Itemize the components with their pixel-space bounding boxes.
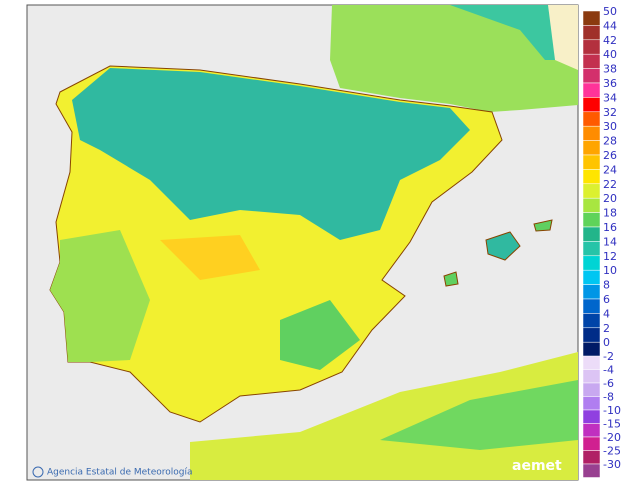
legend-label: 24	[603, 163, 617, 176]
north-cool-region	[72, 68, 470, 240]
legend-swatch	[582, 241, 601, 257]
france	[330, 5, 578, 112]
legend-swatch	[582, 82, 601, 98]
legend-swatch	[582, 450, 601, 465]
legend-label: 50	[603, 5, 617, 18]
legend-label: 36	[603, 77, 617, 90]
credit: Agencia Estatal de Meteorología	[47, 468, 193, 478]
legend-swatch	[582, 313, 601, 329]
legend-label: 16	[603, 221, 617, 234]
credit-icon	[32, 466, 44, 478]
legend-swatch	[582, 111, 601, 127]
legend-label: -25	[603, 445, 621, 458]
legend-label: 38	[603, 63, 617, 76]
legend-swatch	[582, 154, 601, 170]
warm-patch	[160, 235, 260, 280]
legend-label: -20	[603, 431, 621, 444]
legend-label: 28	[603, 135, 617, 148]
legend-swatch	[582, 140, 601, 156]
mallorca	[485, 231, 521, 261]
legend-swatch	[582, 436, 601, 451]
legend-label: 40	[603, 48, 617, 61]
legend-swatch	[582, 355, 601, 370]
legend-label: -8	[603, 391, 614, 404]
legend-swatch	[582, 284, 601, 300]
legend-swatch	[582, 10, 601, 26]
legend-label: 32	[603, 106, 617, 119]
legend-swatch	[582, 463, 601, 478]
legend-label: -6	[603, 377, 614, 390]
legend-label: 22	[603, 178, 617, 191]
south-cool-patch	[280, 300, 360, 370]
legend-swatch	[582, 327, 601, 343]
legend-swatch	[582, 53, 601, 69]
africa-cool	[380, 380, 578, 450]
legend-swatch	[582, 183, 601, 199]
legend-label: 42	[603, 34, 617, 47]
legend-swatch	[582, 39, 601, 55]
legend-label: 14	[603, 235, 617, 248]
legend-swatch	[582, 409, 601, 424]
logo: aemet	[512, 458, 562, 474]
legend: 5044424038363432302826242220181614121086…	[582, 5, 621, 478]
legend-label: 20	[603, 192, 617, 205]
legend-label: 18	[603, 207, 617, 220]
legend-label: -30	[603, 458, 621, 471]
legend-swatch	[582, 197, 601, 213]
legend-label: -2	[603, 350, 614, 363]
legend-swatch	[582, 125, 601, 141]
legend-label: 26	[603, 149, 617, 162]
legend-label: 6	[603, 293, 610, 306]
legend-swatch	[582, 226, 601, 242]
legend-label: -15	[603, 418, 621, 431]
legend-swatch	[582, 255, 601, 271]
menorca	[533, 219, 553, 232]
legend-label: 30	[603, 120, 617, 133]
legend-swatch	[582, 169, 601, 185]
legend-label: 12	[603, 250, 617, 263]
legend-swatch	[582, 298, 601, 314]
legend-label: 34	[603, 91, 617, 104]
legend-swatch	[582, 25, 601, 41]
france-cool	[450, 5, 578, 60]
legend-swatch	[582, 382, 601, 397]
legend-label: 2	[603, 322, 610, 335]
legend-label: 8	[603, 279, 610, 292]
legend-label: 10	[603, 264, 617, 277]
legend-swatch	[582, 341, 601, 357]
west-region	[50, 230, 150, 362]
legend-swatch	[582, 396, 601, 411]
legend-label: 0	[603, 336, 610, 349]
legend-label: -4	[603, 364, 614, 377]
legend-swatch	[582, 97, 601, 113]
legend-swatch	[582, 423, 601, 438]
legend-swatch	[582, 369, 601, 384]
legend-swatch	[582, 212, 601, 228]
legend-label: 4	[603, 307, 610, 320]
legend-label: -10	[603, 404, 621, 417]
legend-label: 44	[603, 19, 617, 32]
france-nodata	[548, 5, 578, 70]
legend-swatch	[582, 269, 601, 285]
ibiza	[443, 271, 459, 287]
legend-swatch	[582, 68, 601, 84]
